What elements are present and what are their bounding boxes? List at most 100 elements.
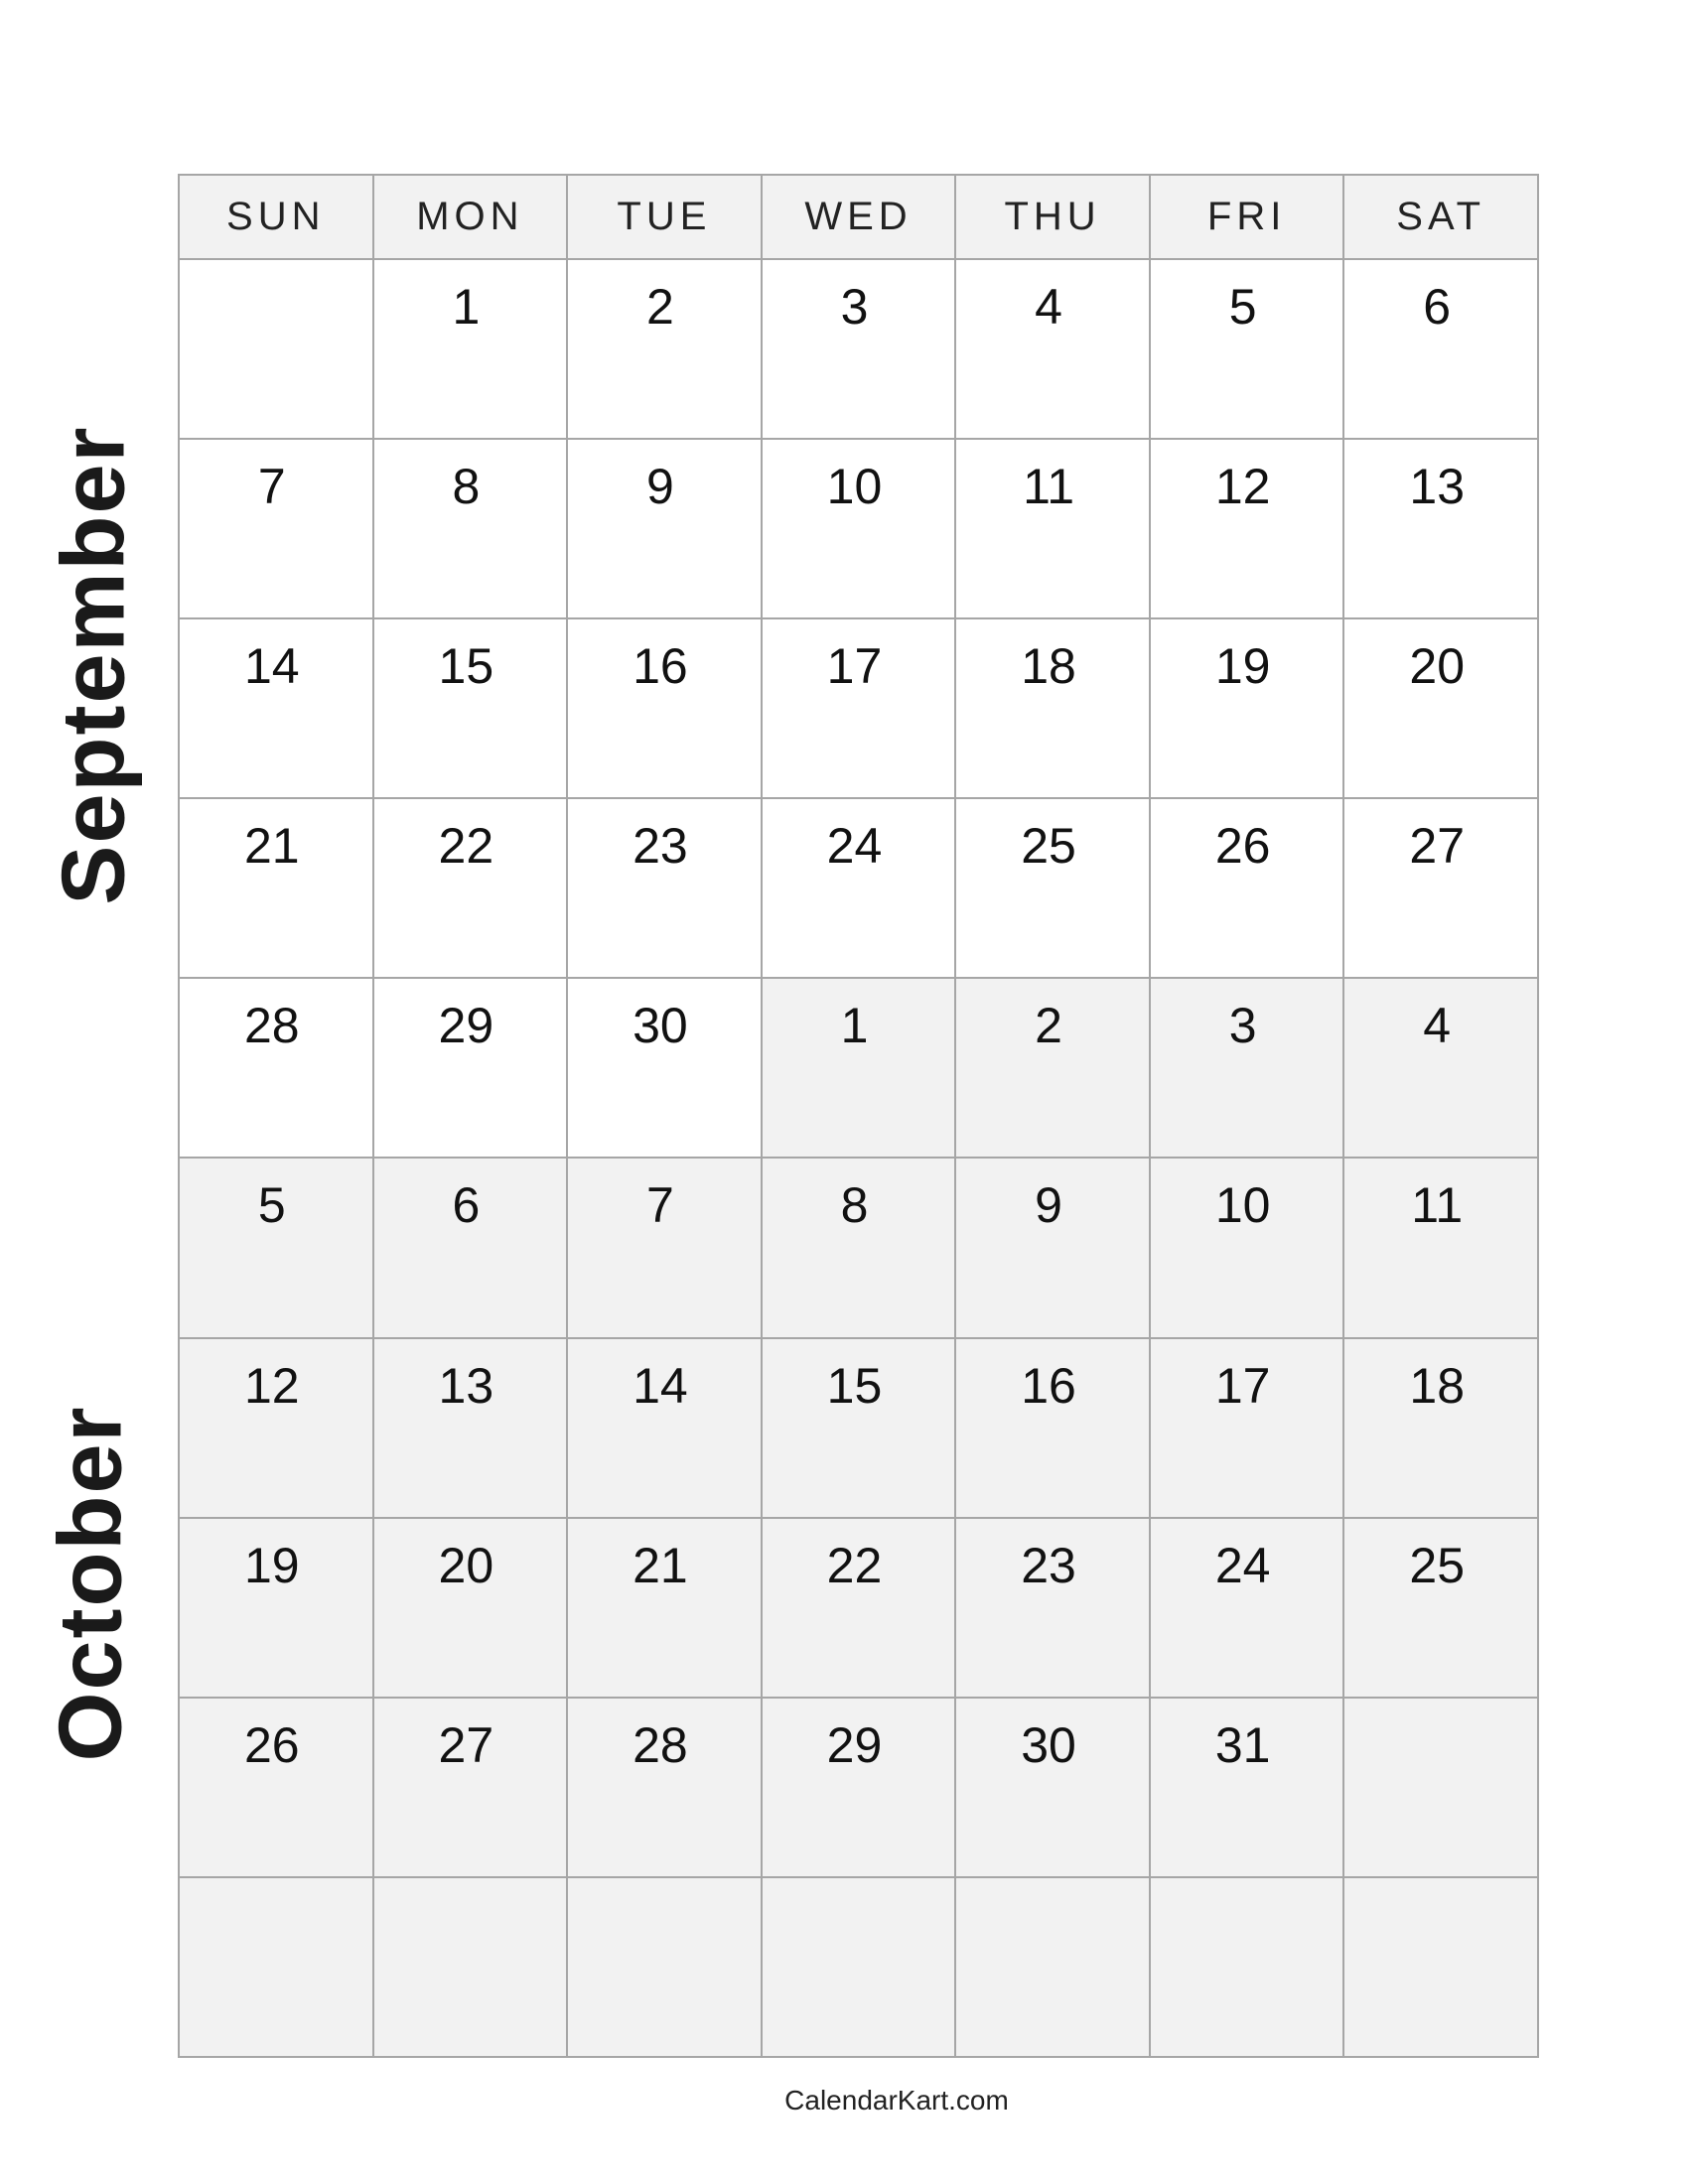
month-label-october: October [41, 1405, 141, 1762]
day-cell: 29 [761, 1697, 956, 1877]
day-number: 8 [840, 1177, 869, 1234]
day-number: 26 [243, 1716, 300, 1773]
day-cell: 25 [955, 798, 1150, 979]
day-cell [179, 1876, 373, 2057]
day-cell: 15 [761, 1337, 956, 1518]
day-number: 9 [646, 459, 674, 515]
day-number: 16 [1021, 1357, 1076, 1414]
weekday-header: THU [955, 175, 1150, 259]
weekday-header: SAT [1343, 175, 1538, 259]
day-cell: 29 [372, 978, 568, 1159]
day-number: 3 [1228, 998, 1257, 1054]
day-number: 4 [1423, 998, 1452, 1054]
day-number: 4 [1035, 279, 1062, 335]
day-cell: 17 [1149, 1337, 1344, 1518]
day-number: 8 [452, 459, 481, 515]
day-cell: 11 [1343, 1158, 1538, 1338]
day-cell: 20 [372, 1517, 568, 1698]
day-number: 1 [840, 998, 869, 1054]
day-number: 5 [1228, 279, 1257, 335]
day-number: 28 [243, 998, 300, 1054]
footer-site-name: CalendarKart.com [784, 2085, 1009, 2116]
day-number: 29 [826, 1716, 883, 1773]
day-number: 12 [243, 1357, 300, 1414]
day-cell: 30 [955, 1697, 1150, 1877]
day-cell: 23 [567, 798, 762, 979]
day-number: 5 [257, 1177, 286, 1234]
day-cell: 4 [955, 259, 1150, 440]
day-number: 10 [826, 459, 883, 515]
day-cell: 9 [567, 439, 762, 619]
day-number: 18 [1409, 1357, 1466, 1414]
day-cell: 22 [761, 1517, 956, 1698]
day-number: 19 [243, 1537, 300, 1593]
day-cell: 16 [567, 618, 762, 799]
day-number: 12 [1214, 459, 1271, 515]
day-cell: 25 [1343, 1517, 1538, 1698]
day-cell: 2 [567, 259, 762, 440]
day-number: 26 [1214, 818, 1271, 875]
day-cell: 16 [955, 1337, 1150, 1518]
day-cell [1149, 1876, 1344, 2057]
day-cell: 7 [179, 439, 373, 619]
day-number: 29 [438, 998, 494, 1054]
day-cell: 28 [179, 978, 373, 1159]
day-cell: 5 [179, 1158, 373, 1338]
day-number: 13 [1409, 459, 1466, 515]
day-number: 2 [646, 279, 674, 335]
day-number: 11 [1411, 1177, 1464, 1234]
weekday-header: WED [761, 175, 956, 259]
day-cell: 3 [1149, 978, 1344, 1159]
day-cell: 8 [372, 439, 568, 619]
day-cell [1343, 1697, 1538, 1877]
weekday-header: TUE [567, 175, 762, 259]
day-cell: 20 [1343, 618, 1538, 799]
day-cell: 15 [372, 618, 568, 799]
day-cell: 27 [372, 1697, 568, 1877]
day-cell: 14 [179, 618, 373, 799]
day-number: 20 [438, 1537, 494, 1593]
day-number: 15 [826, 1357, 883, 1414]
day-cell: 5 [1149, 259, 1344, 440]
day-number: 22 [826, 1537, 883, 1593]
day-number: 31 [1214, 1716, 1271, 1773]
day-cell: 12 [1149, 439, 1344, 619]
weekday-header: MON [372, 175, 568, 259]
day-cell: 31 [1149, 1697, 1344, 1877]
weekday-header: FRI [1149, 175, 1344, 259]
day-cell [567, 1876, 762, 2057]
day-number: 7 [646, 1177, 674, 1234]
weekday-header: SUN [179, 175, 373, 259]
day-cell: 30 [567, 978, 762, 1159]
day-cell: 1 [372, 259, 568, 440]
day-number: 10 [1214, 1177, 1271, 1234]
day-number: 25 [1409, 1537, 1466, 1593]
day-cell: 17 [761, 618, 956, 799]
day-cell: 23 [955, 1517, 1150, 1698]
day-cell [1343, 1876, 1538, 2057]
day-number: 20 [1409, 638, 1466, 695]
day-cell: 3 [761, 259, 956, 440]
day-number: 14 [243, 638, 300, 695]
day-cell: 18 [955, 618, 1150, 799]
day-cell: 4 [1343, 978, 1538, 1159]
day-cell: 19 [1149, 618, 1344, 799]
day-number: 17 [1214, 1357, 1271, 1414]
day-cell: 6 [1343, 259, 1538, 440]
day-number: 24 [826, 818, 883, 875]
day-cell: 24 [761, 798, 956, 979]
day-number: 21 [243, 818, 300, 875]
day-cell: 1 [761, 978, 956, 1159]
day-cell: 22 [372, 798, 568, 979]
day-number: 3 [840, 279, 869, 335]
month-label-september: September [44, 425, 144, 905]
day-number: 16 [633, 638, 688, 695]
day-number: 24 [1214, 1537, 1271, 1593]
day-cell [179, 259, 373, 440]
day-cell: 18 [1343, 1337, 1538, 1518]
day-cell: 21 [567, 1517, 762, 1698]
day-number: 18 [1021, 638, 1076, 695]
day-cell: 10 [761, 439, 956, 619]
day-cell: 6 [372, 1158, 568, 1338]
day-cell: 13 [372, 1337, 568, 1518]
